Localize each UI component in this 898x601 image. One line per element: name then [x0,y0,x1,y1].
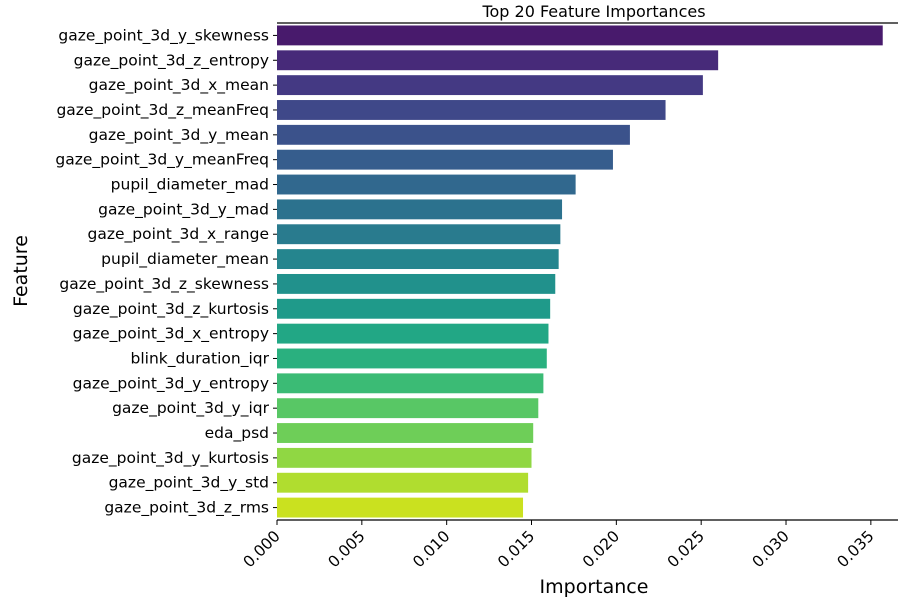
y-tick-labels: gaze_point_3d_y_skewness gaze_point_3d_z_… [55,26,277,518]
bar-gaze_point_3d_y_mean [277,124,630,145]
y-tick-label: eda_psd [205,424,269,443]
bar-gaze_point_3d_y_iqr [277,398,539,419]
y-tick-label: gaze_point_3d_z_entropy [74,51,269,70]
y-tick-label: gaze_point_3d_z_meanFreq [56,101,269,120]
chart-title: Top 20 Feature Importances [481,2,705,21]
bar-gaze_point_3d_y_entropy [277,373,544,394]
bar-gaze_point_3d_z_kurtosis [277,298,551,319]
bar-gaze_point_3d_x_mean [277,75,703,96]
y-tick-label: pupil_diameter_mean [101,250,269,269]
y-tick-label: gaze_point_3d_y_mad [98,200,269,219]
x-tick-label: 0.030 [749,527,793,571]
y-tick-label: gaze_point_3d_y_meanFreq [55,151,269,170]
bar-gaze_point_3d_z_meanFreq [277,100,666,120]
y-tick-label: gaze_point_3d_y_entropy [73,374,269,393]
y-tick-label: gaze_point_3d_y_iqr [112,399,270,418]
y-tick-label: gaze_point_3d_y_mean [89,126,269,145]
y-tick-label: gaze_point_3d_y_std [109,474,269,493]
y-tick-label: gaze_point_3d_z_skewness [59,275,269,294]
y-tick-label: gaze_point_3d_y_skewness [58,26,269,45]
bar-blink_duration_iqr [277,348,547,369]
bar-gaze_point_3d_y_kurtosis [277,447,532,468]
bar-gaze_point_3d_y_std [277,472,529,493]
bar-gaze_point_3d_x_entropy [277,323,549,344]
bar-gaze_point_3d_y_skewness [277,25,883,46]
x-tick-label: 0.015 [494,527,538,571]
x-axis-title: Importance [540,576,649,598]
x-tick-label: 0.010 [409,527,453,571]
y-axis-title: Feature [10,235,32,307]
bar-gaze_point_3d_z_skewness [277,273,556,294]
y-tick-label: gaze_point_3d_z_kurtosis [73,300,269,319]
y-tick-label: gaze_point_3d_x_entropy [73,325,269,344]
bar-gaze_point_3d_z_rms [277,497,524,518]
x-tick-label: 0.020 [579,527,623,571]
bars-group [277,25,883,518]
x-tick-label: 0.025 [664,527,708,571]
x-ticks: 0.000 0.005 0.010 0.015 0.020 0.025 0.030 0.035 [240,520,878,571]
bar-eda_psd [277,423,534,443]
bar-gaze_point_3d_x_range [277,224,561,245]
bar-gaze_point_3d_y_mad [277,199,563,220]
x-tick-label: 0.035 [834,527,878,571]
y-tick-label: blink_duration_iqr [131,349,270,368]
x-tick-label: 0.005 [325,527,369,571]
x-tick-label: 0.000 [240,527,284,571]
y-tick-label: pupil_diameter_mad [111,176,269,195]
y-tick-label: gaze_point_3d_y_kurtosis [72,449,269,468]
y-tick-label: gaze_point_3d_x_range [88,225,269,244]
y-tick-label: gaze_point_3d_x_mean [89,76,269,95]
bar-gaze_point_3d_z_entropy [277,50,719,71]
bar-gaze_point_3d_y_meanFreq [277,149,613,170]
bar-pupil_diameter_mean [277,249,559,270]
y-tick-label: gaze_point_3d_z_rms [104,499,269,518]
bar-pupil_diameter_mad [277,174,576,195]
